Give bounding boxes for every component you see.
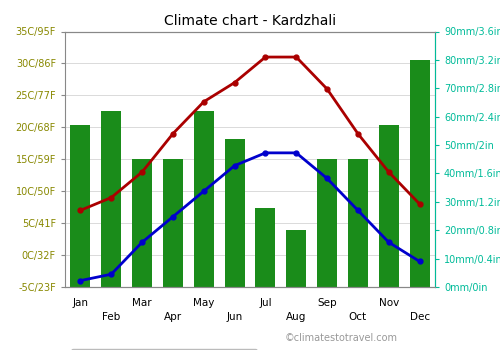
Bar [194,111,214,287]
Bar [286,230,306,287]
Text: ©climatestotravel.com: ©climatestotravel.com [285,333,398,343]
Text: Jan: Jan [72,298,88,308]
Bar [378,125,399,287]
Text: Feb: Feb [102,312,120,322]
Title: Climate chart - Kardzhali: Climate chart - Kardzhali [164,14,336,28]
Text: Jun: Jun [226,312,242,322]
Bar [317,159,337,287]
Text: Sep: Sep [318,298,337,308]
Legend: Prec, Min, Max: Prec, Min, Max [70,349,258,350]
Bar [224,139,244,287]
Text: Jul: Jul [259,298,272,308]
Bar [163,159,183,287]
Bar [132,159,152,287]
Text: Dec: Dec [410,312,430,322]
Bar [101,111,121,287]
Bar [410,60,430,287]
Text: Aug: Aug [286,312,306,322]
Text: Nov: Nov [378,298,399,308]
Text: Apr: Apr [164,312,182,322]
Bar [348,159,368,287]
Text: Mar: Mar [132,298,152,308]
Bar [70,125,90,287]
Text: May: May [193,298,214,308]
Bar [256,208,276,287]
Text: Oct: Oct [349,312,367,322]
